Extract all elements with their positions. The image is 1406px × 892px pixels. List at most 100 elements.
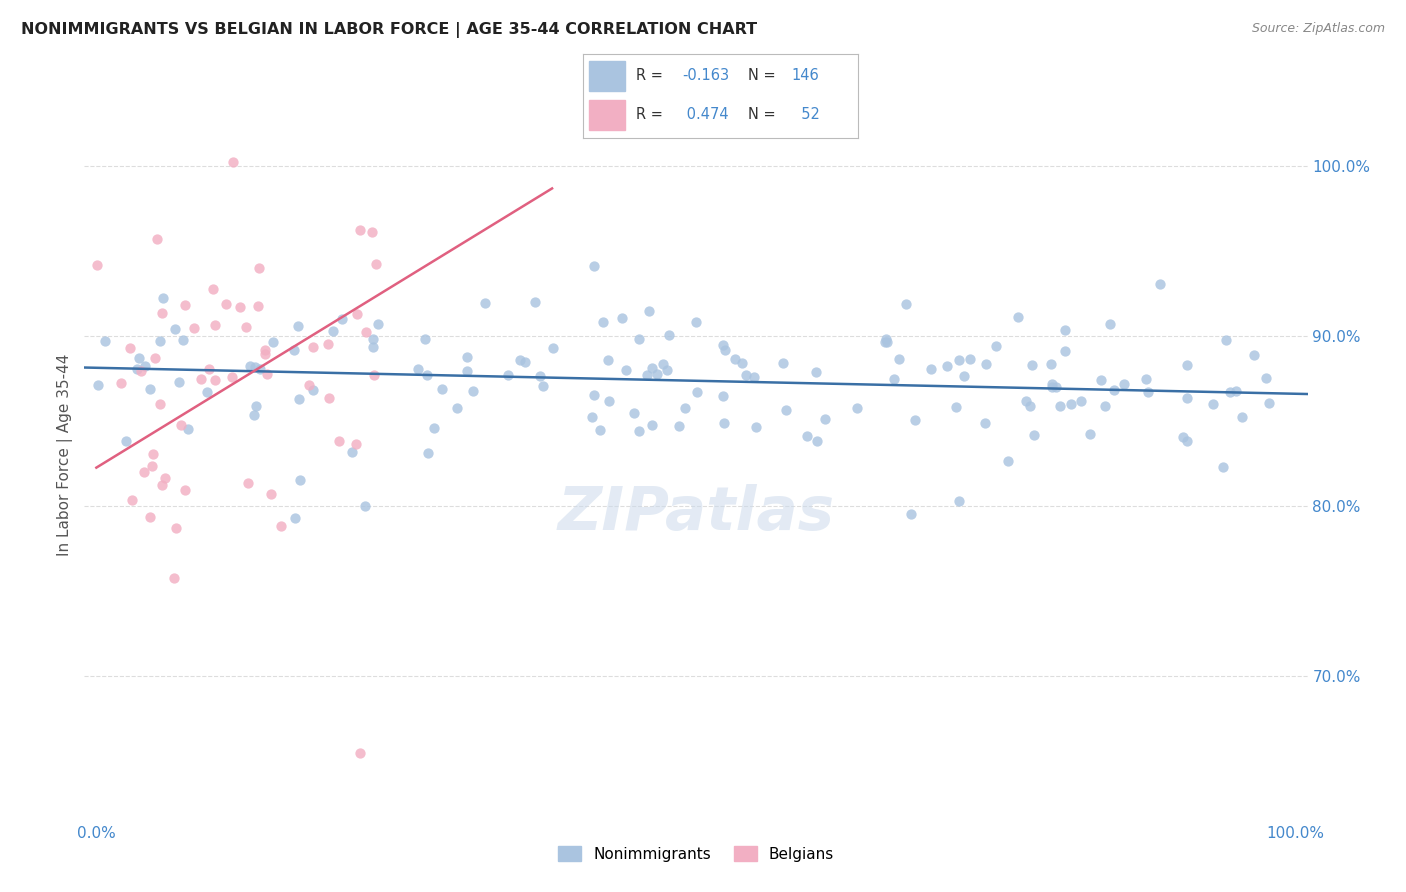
Point bbox=[1219, 384, 1241, 399]
Point bbox=[143, 351, 166, 365]
Point bbox=[1230, 409, 1253, 424]
Point bbox=[94, 334, 117, 348]
Point bbox=[173, 483, 195, 497]
Point bbox=[498, 368, 520, 382]
Point bbox=[195, 385, 218, 400]
Point bbox=[177, 422, 200, 436]
Point bbox=[461, 384, 484, 399]
Point bbox=[734, 368, 756, 382]
Point bbox=[714, 343, 737, 357]
Point bbox=[1175, 391, 1198, 405]
Point bbox=[582, 259, 605, 273]
Point bbox=[1212, 460, 1234, 475]
Point bbox=[814, 412, 837, 426]
Bar bbox=[589, 62, 624, 91]
Point bbox=[284, 511, 307, 525]
Point bbox=[645, 367, 668, 381]
Point bbox=[262, 335, 284, 350]
Point bbox=[406, 361, 429, 376]
Point bbox=[920, 362, 942, 376]
Point bbox=[235, 320, 257, 334]
Point bbox=[883, 372, 905, 386]
Point bbox=[129, 364, 152, 378]
Point bbox=[846, 401, 869, 415]
Point bbox=[204, 318, 226, 333]
Point bbox=[627, 332, 650, 346]
Point bbox=[298, 378, 321, 392]
Point bbox=[673, 401, 696, 415]
Point bbox=[361, 332, 384, 346]
Point bbox=[887, 351, 910, 366]
Point bbox=[713, 416, 735, 430]
Point bbox=[1202, 397, 1225, 411]
Point bbox=[1112, 376, 1135, 391]
Point bbox=[651, 357, 673, 371]
Point bbox=[270, 518, 292, 533]
Point bbox=[610, 310, 633, 325]
Point bbox=[346, 307, 368, 321]
Point bbox=[596, 353, 619, 368]
Point bbox=[945, 400, 967, 414]
Point bbox=[1040, 377, 1063, 392]
Point bbox=[509, 353, 531, 368]
Point bbox=[169, 375, 191, 389]
Point bbox=[1018, 400, 1040, 414]
Point bbox=[354, 499, 377, 513]
Point bbox=[592, 315, 614, 329]
Point bbox=[204, 373, 226, 387]
Point bbox=[302, 340, 325, 354]
Point bbox=[256, 367, 278, 381]
Point bbox=[686, 384, 709, 399]
Point bbox=[997, 453, 1019, 467]
Point bbox=[685, 315, 707, 329]
Point bbox=[249, 361, 271, 376]
Point bbox=[1014, 393, 1036, 408]
Point bbox=[1054, 343, 1077, 358]
Text: 0.474: 0.474 bbox=[682, 107, 728, 122]
Point bbox=[628, 424, 651, 438]
Point bbox=[1175, 434, 1198, 449]
Point bbox=[197, 362, 219, 376]
Point bbox=[775, 402, 797, 417]
Point bbox=[1135, 372, 1157, 386]
Text: N =: N = bbox=[748, 107, 780, 122]
Point bbox=[614, 363, 637, 377]
Y-axis label: In Labor Force | Age 35-44: In Labor Force | Age 35-44 bbox=[58, 354, 73, 556]
Point bbox=[215, 297, 238, 311]
Point bbox=[529, 368, 551, 383]
Point bbox=[772, 355, 794, 369]
Point bbox=[247, 299, 270, 313]
Text: -0.163: -0.163 bbox=[682, 69, 730, 84]
Point bbox=[430, 383, 453, 397]
Point bbox=[236, 475, 259, 490]
Point bbox=[328, 434, 350, 448]
Point bbox=[446, 401, 468, 415]
Point bbox=[524, 295, 547, 310]
Point bbox=[986, 339, 1008, 353]
Point bbox=[636, 368, 658, 382]
Point bbox=[121, 493, 143, 508]
Point bbox=[541, 341, 564, 355]
Point bbox=[959, 351, 981, 366]
Point bbox=[110, 376, 132, 390]
Point bbox=[948, 493, 970, 508]
Point bbox=[149, 334, 172, 349]
Point bbox=[141, 458, 163, 473]
Point bbox=[190, 372, 212, 386]
Point bbox=[242, 408, 264, 422]
Point bbox=[125, 362, 148, 376]
Point bbox=[288, 392, 311, 406]
Point bbox=[364, 257, 387, 271]
Point bbox=[330, 312, 353, 326]
Point bbox=[531, 379, 554, 393]
Point bbox=[744, 420, 766, 434]
Point bbox=[873, 335, 896, 350]
Point bbox=[354, 326, 377, 340]
Point bbox=[1254, 370, 1277, 384]
Point bbox=[1173, 430, 1195, 444]
Point bbox=[640, 418, 662, 433]
Point bbox=[1215, 333, 1237, 347]
Point bbox=[245, 359, 267, 374]
Point bbox=[1175, 358, 1198, 372]
Point bbox=[1040, 380, 1063, 394]
